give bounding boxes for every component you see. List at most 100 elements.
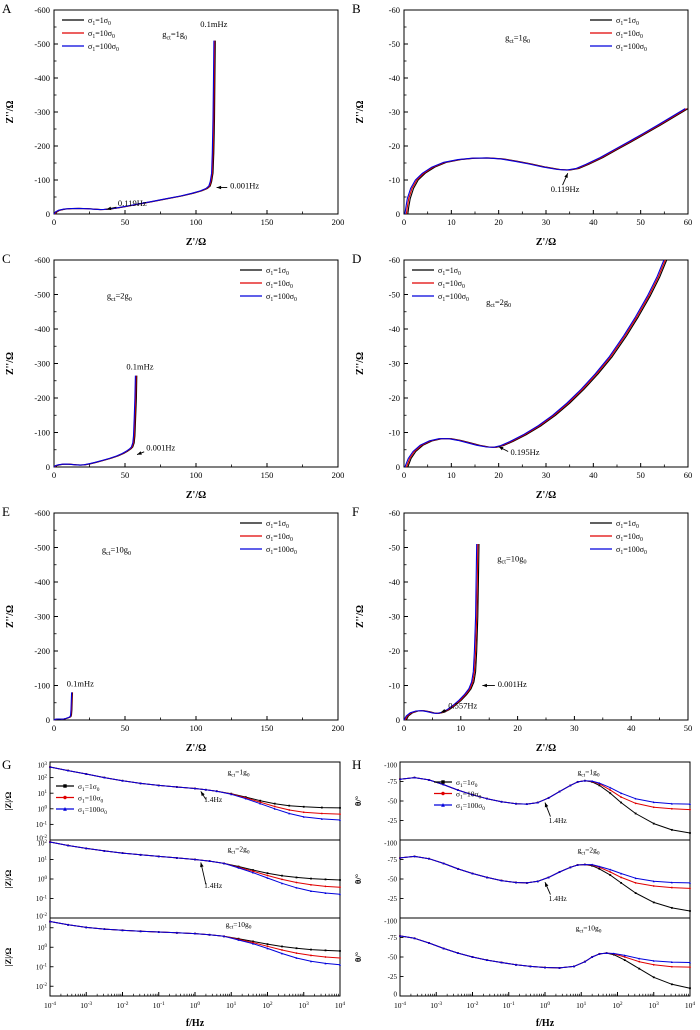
svg-text:gct=10g0: gct=10g0	[226, 920, 252, 931]
svg-text:-30: -30	[389, 612, 400, 622]
plot-F: 0 10 20 30 40 50 -60 -50 -40 -30 -20 -10 0 Z'/Ω Z''/Ω σ…	[355, 508, 692, 754]
svg-text:-60: -60	[389, 255, 400, 265]
panel-F: F 0 10 20 30 40 50 -60 -50 -40 -30 -20 -10 0 Z'/Ω Z''/…	[350, 503, 700, 756]
svg-text:σ1=1σ0: σ1=1σ0	[78, 782, 100, 793]
svg-text:10-4: 10-4	[44, 1001, 56, 1010]
svg-text:θ/°: θ/°	[353, 874, 363, 884]
svg-text:101: 101	[38, 790, 48, 798]
svg-text:10: 10	[447, 217, 456, 227]
svg-text:0.001Hz: 0.001Hz	[146, 442, 175, 452]
svg-text:f/Hz: f/Hz	[536, 1018, 555, 1029]
svg-text:-50: -50	[389, 290, 400, 300]
panel-label-G: G	[2, 757, 12, 772]
svg-text:0: 0	[46, 715, 50, 725]
svg-text:0.1mHz: 0.1mHz	[67, 679, 94, 689]
series-line	[404, 543, 479, 721]
svg-text:σ1=10σ0: σ1=10σ0	[266, 279, 293, 290]
svg-text:f/Hz: f/Hz	[186, 1018, 205, 1029]
svg-text:100: 100	[190, 1001, 201, 1010]
svg-text:0: 0	[402, 470, 406, 480]
svg-text:Z''/Ω: Z''/Ω	[5, 100, 16, 123]
svg-text:10-1: 10-1	[503, 1001, 515, 1010]
svg-text:102: 102	[262, 1001, 273, 1010]
svg-text:-100: -100	[384, 762, 397, 770]
svg-text:-500: -500	[34, 290, 50, 300]
svg-text:150: 150	[261, 723, 274, 733]
svg-text:20: 20	[494, 217, 503, 227]
svg-text:10: 10	[457, 723, 466, 733]
panel-H: H -100 -75 -50 -25 θ/° gct=1g0 1.4Hz σ1=1σ0 σ1=1…	[350, 756, 700, 1030]
svg-text:101: 101	[576, 1001, 587, 1010]
plot-G: 103 102 101 100 10-1 10-2 |Z|/Ω gct=1g0 1.4Hz σ1=…	[3, 761, 345, 1029]
svg-text:gct=1g0: gct=1g0	[577, 767, 599, 778]
panel-B: B 0 10 20 30 40 50 60 -60 -50 -40 -30 -20 -10 0 Z'/Ω Z'…	[350, 0, 700, 250]
svg-text:-300: -300	[34, 612, 50, 622]
panel-E: E 0 50 100 150 200 -600 -500 -400 -300 -200 -100 0 Z…	[0, 503, 350, 756]
svg-text:|Z|/Ω: |Z|/Ω	[3, 792, 13, 811]
series-line	[53, 692, 73, 721]
svg-text:1.4Hz: 1.4Hz	[204, 795, 223, 804]
svg-text:-100: -100	[34, 175, 50, 185]
svg-text:0: 0	[396, 209, 400, 219]
series-line	[403, 543, 478, 721]
svg-text:10-2: 10-2	[467, 1001, 479, 1010]
svg-text:-200: -200	[34, 646, 50, 656]
svg-text:-10: -10	[389, 428, 400, 438]
plot-E: 0 50 100 150 200 -600 -500 -400 -300 -200 -100 0 Z'/…	[5, 508, 344, 754]
svg-text:-10: -10	[389, 175, 400, 185]
svg-text:-600: -600	[34, 508, 50, 518]
svg-text:σ1=100σ0: σ1=100σ0	[88, 42, 119, 53]
svg-text:-75: -75	[388, 856, 398, 864]
svg-text:σ1=1σ0: σ1=1σ0	[616, 519, 639, 530]
svg-text:-100: -100	[384, 918, 397, 926]
plot-D: 0 10 20 30 40 50 60 -60 -50 -40 -30 -20 -10 0 Z'/Ω Z''/…	[355, 255, 692, 501]
svg-text:-100: -100	[34, 681, 50, 691]
svg-text:0: 0	[402, 217, 406, 227]
chart-B: 0 10 20 30 40 50 60 -60 -50 -40 -30 -20 -10 0 Z'/Ω Z''/…	[355, 5, 693, 248]
svg-text:30: 30	[542, 470, 551, 480]
svg-text:200: 200	[332, 723, 345, 733]
svg-text:10-3: 10-3	[80, 1001, 92, 1010]
svg-text:gct=1g0: gct=1g0	[162, 29, 187, 41]
svg-text:0: 0	[52, 470, 56, 480]
svg-text:σ1=10σ0: σ1=10σ0	[266, 532, 293, 543]
series-line	[49, 841, 341, 895]
svg-text:-25: -25	[388, 895, 398, 903]
svg-text:50: 50	[121, 723, 130, 733]
svg-text:50: 50	[684, 723, 693, 733]
svg-text:gct=10g0: gct=10g0	[576, 923, 602, 934]
svg-text:50: 50	[636, 470, 645, 480]
series-line	[55, 375, 138, 468]
svg-text:10-2: 10-2	[36, 835, 48, 843]
svg-text:σ1=1σ0: σ1=1σ0	[438, 266, 461, 277]
svg-text:σ1=100σ0: σ1=100σ0	[266, 292, 297, 303]
svg-text:σ1=1σ0: σ1=1σ0	[266, 519, 289, 530]
svg-text:-50: -50	[389, 39, 400, 49]
svg-text:gct=2g0: gct=2g0	[486, 297, 511, 309]
chart-G: 103 102 101 100 10-1 10-2 |Z|/Ω gct=1g0 1.4Hz σ1=…	[3, 761, 345, 1029]
svg-text:0: 0	[396, 715, 400, 725]
series-line	[49, 921, 341, 952]
svg-text:-600: -600	[34, 5, 50, 15]
svg-text:Z'/Ω: Z'/Ω	[536, 490, 556, 501]
svg-text:150: 150	[261, 217, 274, 227]
svg-text:gct=1g0: gct=1g0	[505, 33, 530, 45]
panel-label-H: H	[352, 757, 362, 772]
svg-text:-20: -20	[389, 393, 400, 403]
svg-text:10-3: 10-3	[430, 1001, 442, 1010]
svg-text:101: 101	[226, 1001, 237, 1010]
svg-text:60: 60	[684, 217, 693, 227]
svg-text:Z'/Ω: Z'/Ω	[186, 490, 206, 501]
svg-text:100: 100	[540, 1001, 551, 1010]
svg-text:Z'/Ω: Z'/Ω	[536, 237, 556, 248]
svg-text:-50: -50	[388, 954, 398, 962]
svg-text:gct=10g0: gct=10g0	[102, 545, 131, 557]
plot-A: 0 50 100 150 200 -600 -500 -400 -300 -200 -100 0 Z'/…	[5, 5, 344, 248]
svg-text:-25: -25	[388, 973, 398, 981]
svg-text:σ1=1σ0: σ1=1σ0	[616, 16, 639, 27]
svg-text:50: 50	[121, 470, 130, 480]
svg-text:-600: -600	[34, 255, 50, 265]
svg-text:10-2: 10-2	[117, 1001, 129, 1010]
chart-H: -100 -75 -50 -25 θ/° gct=1g0 1.4Hz σ1=1σ0σ1=10σ…	[353, 761, 695, 1029]
svg-text:10-4: 10-4	[394, 1001, 406, 1010]
